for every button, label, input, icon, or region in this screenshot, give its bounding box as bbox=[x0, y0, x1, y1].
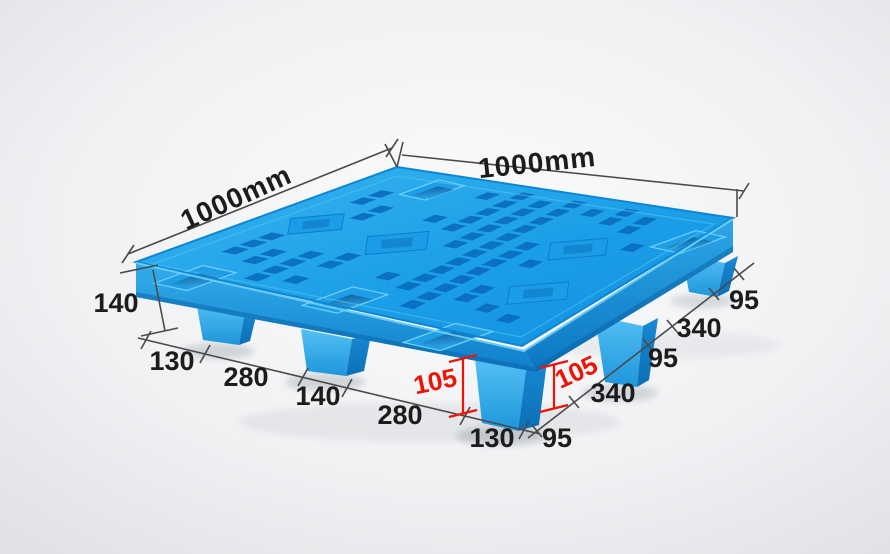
dim-label-95-c: 95 bbox=[729, 285, 759, 315]
dim-label-340-b: 340 bbox=[676, 313, 721, 343]
pallet-top-deck bbox=[136, 167, 733, 346]
clearance-marks bbox=[448, 353, 569, 419]
clearance-mark-right bbox=[539, 359, 569, 414]
dim-line-height-top-cap bbox=[119, 264, 159, 274]
dim-label-340-a: 340 bbox=[590, 378, 635, 408]
dim-label-140-mid: 140 bbox=[295, 381, 340, 411]
deck-vent-holes bbox=[221, 190, 657, 324]
deck-rim bbox=[132, 165, 736, 353]
dim-label-130-b: 130 bbox=[469, 423, 514, 453]
dim-label-95-b: 95 bbox=[648, 343, 678, 373]
dim-label-height-140: 140 bbox=[93, 288, 138, 318]
dim-line-front-right-chain bbox=[527, 262, 755, 439]
dim-line-left-edge bbox=[127, 147, 393, 255]
dim-label-95-a: 95 bbox=[542, 423, 572, 453]
dim-label-280-a: 280 bbox=[223, 362, 268, 392]
pallet-illustration bbox=[132, 165, 738, 431]
clearance-mark-left bbox=[448, 353, 478, 419]
dim-label-130-a: 130 bbox=[149, 346, 194, 376]
leg-mid-right bbox=[595, 316, 658, 387]
skirt-front-right bbox=[524, 218, 733, 372]
dim-line-height-bottom-cap bbox=[140, 327, 179, 337]
leg-front-corner bbox=[475, 359, 547, 431]
leg-mid-left bbox=[301, 329, 371, 376]
pallet-legs bbox=[196, 254, 738, 431]
dim-label-280-b: 280 bbox=[377, 400, 422, 430]
dimension-lines bbox=[119, 138, 755, 440]
dim-line-right-edge bbox=[401, 154, 745, 192]
